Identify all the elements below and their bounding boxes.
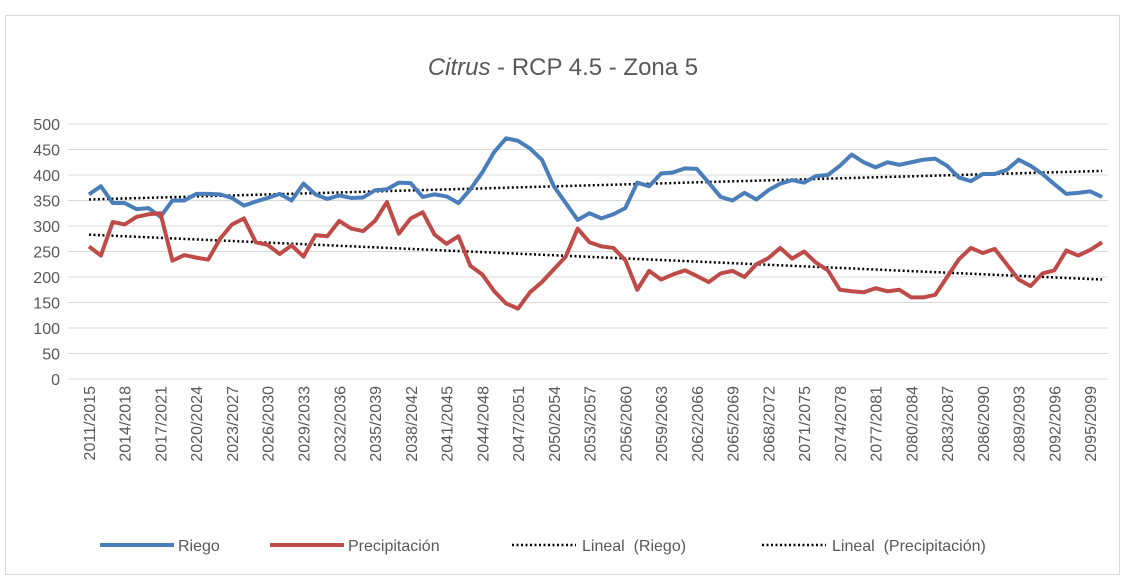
x-tick-label: 2023/2027	[225, 386, 242, 462]
x-tick-label: 2083/2087	[940, 386, 957, 462]
y-tick-label: 100	[33, 321, 60, 338]
x-tick-label: 2080/2084	[904, 386, 921, 462]
x-tick-label: 2047/2051	[511, 386, 528, 462]
x-tick-label: 2065/2069	[726, 386, 743, 462]
chart-border	[5, 15, 1120, 575]
x-tick-label: 2044/2048	[475, 386, 492, 462]
y-tick-label: 150	[33, 296, 60, 313]
y-tick-label: 300	[33, 219, 60, 236]
x-tick-label: 2020/2024	[189, 386, 206, 462]
y-tick-label: 450	[33, 143, 60, 160]
x-tick-label: 2071/2075	[797, 386, 814, 462]
title-rest: - RCP 4.5 - Zona 5	[491, 54, 699, 81]
x-tick-label: 2038/2042	[404, 386, 421, 462]
x-tick-label: 2053/2057	[583, 386, 600, 462]
x-tick-label: 2086/2090	[976, 386, 993, 462]
y-tick-label: 50	[42, 347, 60, 364]
x-tick-label: 2029/2033	[296, 386, 313, 462]
x-tick-label: 2035/2039	[368, 386, 385, 462]
legend-label: Lineal (Precipitación)	[832, 538, 986, 555]
x-tick-label: 2056/2060	[618, 386, 635, 462]
chart-title: Citrus - RCP 4.5 - Zona 5	[428, 54, 698, 81]
x-tick-label: 2017/2021	[153, 386, 170, 462]
y-tick-label: 250	[33, 245, 60, 262]
legend-label: Riego	[178, 538, 220, 555]
x-tick-label: 2026/2030	[261, 386, 278, 462]
series-line	[87, 136, 1103, 222]
y-tick-label: 200	[33, 270, 60, 287]
legend-label: Lineal (Riego)	[582, 538, 686, 555]
x-tick-label: 2092/2096	[1047, 386, 1064, 462]
x-tick-label: 2041/2045	[440, 386, 457, 462]
x-tick-label: 2074/2078	[833, 386, 850, 462]
y-tick-label: 500	[33, 117, 60, 134]
x-tick-label: 2068/2072	[761, 386, 778, 462]
y-tick-label: 0	[51, 372, 60, 389]
legend-label: Precipitación	[348, 538, 440, 555]
x-tick-label: 2062/2066	[690, 386, 707, 462]
series-line	[87, 200, 1104, 311]
x-tick-label: 2077/2081	[869, 386, 886, 462]
y-tick-label: 350	[33, 194, 60, 211]
title-italic: Citrus	[428, 54, 491, 81]
x-tick-label: 2011/2015	[82, 386, 99, 461]
x-tick-label: 2014/2018	[118, 386, 135, 462]
x-tick-label: 2089/2093	[1012, 386, 1029, 462]
x-tick-label: 2032/2036	[332, 386, 349, 462]
y-tick-label: 400	[33, 168, 60, 185]
x-tick-label: 2050/2054	[547, 386, 564, 462]
x-tick-label: 2059/2063	[654, 386, 671, 462]
x-tick-label: 2095/2099	[1083, 386, 1100, 462]
